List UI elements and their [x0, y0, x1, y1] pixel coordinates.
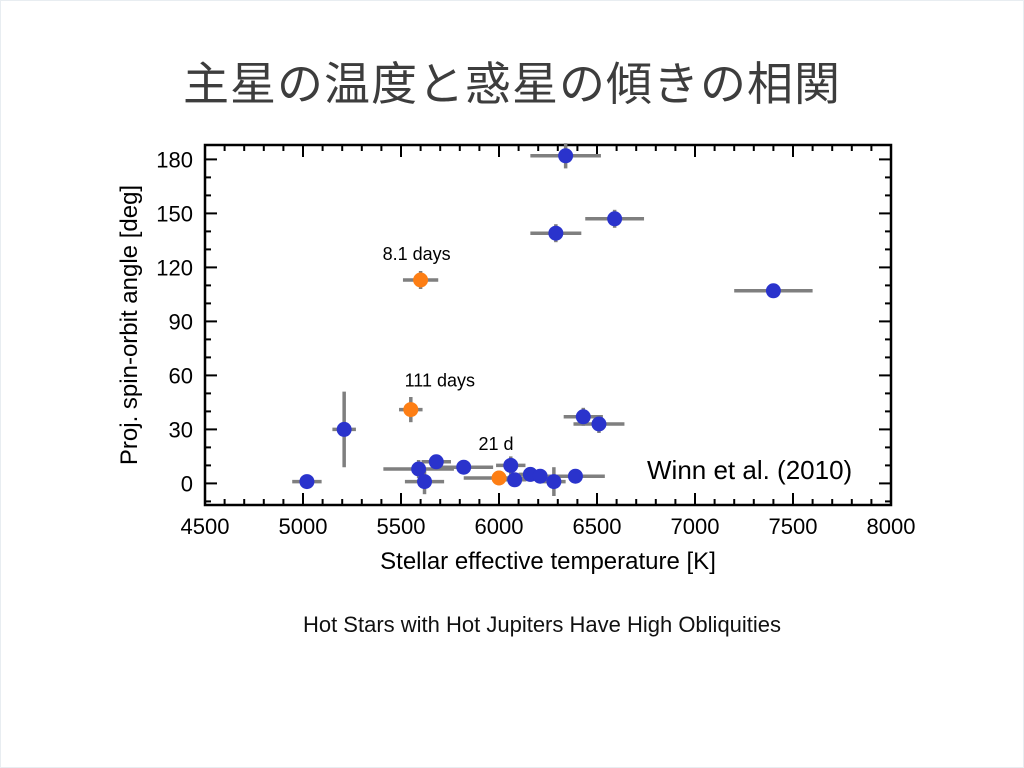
point-label: 8.1 days [383, 244, 451, 264]
point-label: 111 days [405, 371, 475, 391]
plot-frame [203, 143, 893, 507]
slide-title: 主星の温度と惑星の傾きの相関 [183, 58, 841, 110]
x-tick-label: 6500 [573, 514, 622, 539]
y-tick-label: 150 [156, 201, 193, 226]
x-tick-label: 7500 [769, 514, 818, 539]
data-point-hot-jupiter-hosts-blue [591, 416, 607, 432]
y-tick-label: 120 [156, 255, 193, 280]
data-point-hot-jupiter-hosts-blue [558, 148, 574, 164]
data-point-hot-jupiter-hosts-blue [607, 211, 623, 227]
x-tick-label: 5000 [279, 514, 328, 539]
data-point-hot-jupiter-hosts-blue [336, 421, 352, 437]
data-point-labeled-period-planets-orange [403, 402, 419, 418]
x-tick-label: 5500 [377, 514, 426, 539]
data-point-labeled-period-planets-orange [491, 470, 507, 486]
x-tick-label: 4500 [181, 514, 230, 539]
y-tick-label: 30 [169, 417, 193, 442]
data-point-labeled-period-planets-orange [413, 272, 429, 288]
x-tick-label: 7000 [671, 514, 720, 539]
slide-caption: Hot Stars with Hot Jupiters Have High Ob… [302, 612, 782, 637]
data-point-hot-jupiter-hosts-blue [417, 474, 433, 490]
data-point-hot-jupiter-hosts-blue [575, 409, 591, 425]
point-label: 21 d [478, 434, 513, 454]
x-tick-label: 8000 [867, 514, 916, 539]
x-tick-label: 6000 [475, 514, 524, 539]
data-point-hot-jupiter-hosts-blue [411, 461, 427, 477]
y-tick-label: 180 [156, 147, 193, 172]
data-point-hot-jupiter-hosts-blue [507, 472, 523, 488]
y-axis-title: Proj. spin-orbit angle [deg] [116, 185, 143, 465]
data-point-hot-jupiter-hosts-blue [567, 468, 583, 484]
source-annotation: Winn et al. (2010) [647, 455, 852, 485]
data-point-hot-jupiter-hosts-blue [428, 454, 444, 470]
y-tick-label: 90 [169, 309, 193, 334]
data-point-hot-jupiter-hosts-blue [546, 474, 562, 490]
data-point-hot-jupiter-hosts-blue [456, 459, 472, 475]
y-tick-label: 60 [169, 363, 193, 388]
data-point-hot-jupiter-hosts-blue [299, 474, 315, 490]
y-tick-label: 0 [181, 471, 193, 496]
data-point-hot-jupiter-hosts-blue [503, 457, 519, 473]
x-axis-title: Stellar effective temperature [K] [380, 548, 716, 575]
data-point-hot-jupiter-hosts-blue [532, 468, 548, 484]
data-point-hot-jupiter-hosts-blue [548, 225, 564, 241]
data-point-hot-jupiter-hosts-blue [765, 283, 781, 299]
